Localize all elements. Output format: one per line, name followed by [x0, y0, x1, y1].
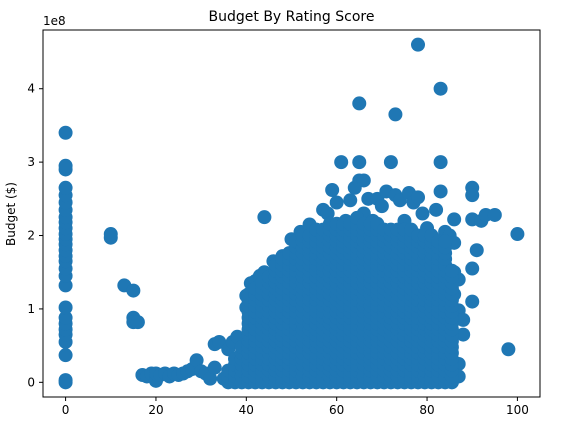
scatter-point: [58, 125, 73, 140]
scatter-point: [58, 300, 73, 315]
scatter-point: [465, 294, 480, 309]
points-layer: [58, 37, 525, 390]
y-tick-label: 3: [27, 155, 35, 169]
scatter-point: [374, 199, 389, 214]
scatter-point: [189, 353, 204, 368]
y-tick-label: 0: [27, 375, 35, 389]
scatter-point: [58, 180, 73, 195]
x-tick-label: 100: [506, 403, 529, 417]
y-tick-label: 2: [27, 229, 35, 243]
scatter-point: [456, 312, 471, 327]
plot-frame: [42, 29, 541, 398]
x-axis-ticks: 0 20 40 60 80 100: [62, 397, 529, 417]
y-axis-label: Budget ($): [4, 182, 18, 246]
scatter-point: [130, 315, 145, 330]
x-tick-label: 0: [62, 403, 70, 417]
scatter-point: [501, 342, 516, 357]
scatter-point: [444, 263, 459, 278]
scatter-point: [456, 327, 471, 342]
scatter-point: [352, 155, 367, 170]
y-axis-ticks: 0 1 2 3 4: [27, 82, 43, 389]
chart-title: Budget By Rating Score: [209, 9, 375, 25]
scatter-point: [325, 183, 340, 198]
scatter-point: [257, 210, 272, 225]
dense-point-mass: [221, 210, 459, 390]
scatter-point: [126, 283, 141, 298]
scatter-point: [383, 155, 398, 170]
scatter-point: [356, 173, 371, 188]
y-tick-label: 4: [27, 82, 35, 96]
scatter-point: [447, 212, 462, 227]
scatter-point: [433, 81, 448, 96]
x-tick-label: 20: [148, 403, 163, 417]
scatter-point: [487, 207, 502, 222]
x-tick-label: 60: [329, 403, 344, 417]
x-tick-label: 80: [419, 403, 434, 417]
scatter-point: [415, 206, 430, 221]
scatter-point: [103, 227, 118, 242]
scatter-point: [207, 360, 222, 375]
scatter-point: [469, 243, 484, 258]
y-tick-label: 1: [27, 302, 35, 316]
scatter-point: [510, 227, 525, 242]
scatter-point: [343, 193, 358, 208]
scatter-point: [203, 371, 218, 386]
x-tick-label: 40: [239, 403, 254, 417]
scatter-point: [411, 190, 426, 205]
scatter-point: [352, 96, 367, 111]
y-offset-label: 1e8: [43, 14, 66, 28]
scatter-point: [465, 261, 480, 276]
scatter-point: [429, 202, 444, 217]
scatter-point: [58, 158, 73, 173]
scatter-point: [411, 37, 426, 52]
scatter-point: [465, 188, 480, 203]
scatter-point: [58, 348, 73, 363]
scatter-point: [433, 184, 448, 199]
scatter-point: [388, 107, 403, 122]
scatter-point: [58, 373, 73, 388]
scatter-point: [329, 195, 344, 210]
scatter-point: [58, 310, 73, 325]
scatter-point: [433, 155, 448, 170]
scatter-point: [334, 155, 349, 170]
scatter-point: [438, 234, 453, 249]
